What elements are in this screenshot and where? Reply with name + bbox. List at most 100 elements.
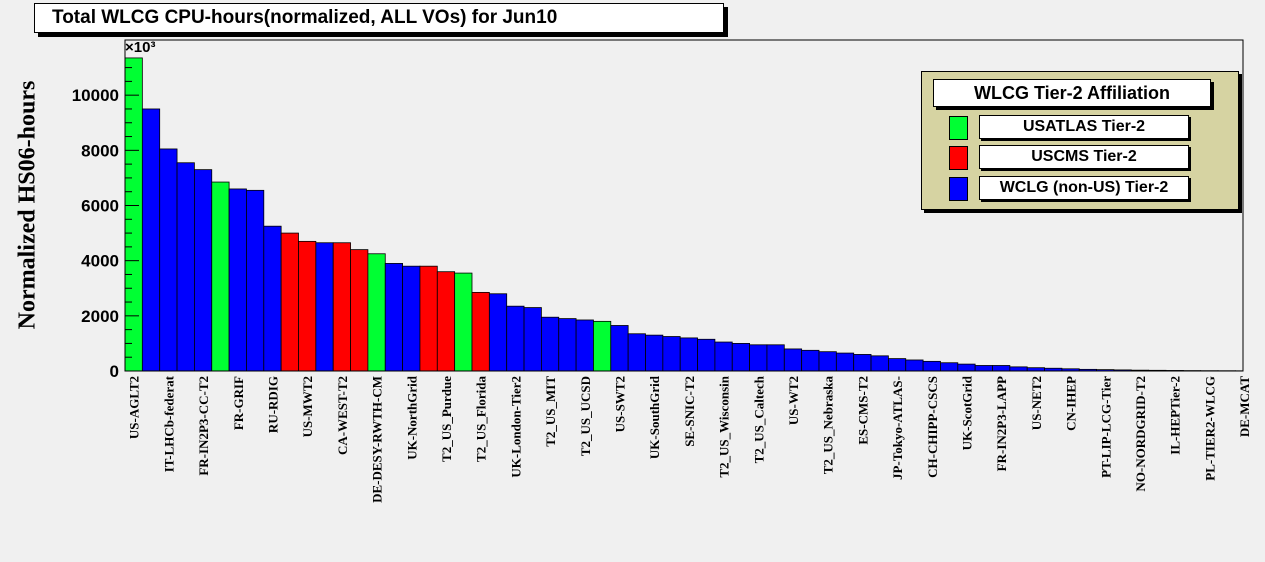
legend-title: WLCG Tier-2 Affiliation: [933, 79, 1211, 107]
bar: [124, 57, 143, 372]
y-tick-label: 8000: [81, 141, 119, 160]
bar: [315, 242, 334, 372]
legend-swatch-wlcg-non-us: [949, 177, 968, 201]
legend-label-uscms: USCMS Tier-2: [979, 145, 1189, 169]
x-tick-label: US-AGLT2: [127, 376, 142, 439]
x-tick-label: SE-SNIC-T2: [682, 376, 697, 447]
bar: [801, 349, 820, 372]
x-tick-label: CA-WEST-T2: [335, 376, 350, 455]
bar: [454, 272, 473, 372]
bar: [298, 240, 317, 372]
bar: [506, 305, 525, 372]
bar: [332, 242, 351, 372]
x-tick-labels: US-AGLT2 IT-LHCb-federat FR-IN2P3-CC-T2 FR-…: [127, 375, 1252, 503]
y-tick-label: 10000: [72, 86, 119, 105]
x-tick-label: CH-CHIPP-CSCS: [925, 376, 940, 478]
x-tick-label: T2_US_UCSD: [578, 376, 593, 456]
bar: [922, 360, 941, 372]
bar: [471, 291, 490, 372]
bar: [193, 169, 213, 372]
bar: [662, 336, 681, 372]
x-tick-label: T2_US_Purdue: [439, 376, 454, 462]
chart-title: Total WLCG CPU-hours(normalized, ALL VOs…: [34, 3, 724, 33]
bar: [176, 162, 195, 372]
bar: [228, 188, 247, 372]
legend-swatch-uscms: [949, 146, 968, 170]
y-tick-label: 2000: [81, 307, 119, 326]
x-tick-label: T2_US_Nebraska: [821, 376, 836, 475]
bar: [627, 333, 646, 372]
bar: [697, 338, 716, 372]
y-axis-label: Normalized HS06-hours: [14, 80, 41, 330]
bar: [141, 108, 161, 372]
x-tick-label: T2_US_Florida: [474, 376, 489, 462]
bar: [992, 365, 1011, 372]
bar: [419, 265, 438, 372]
x-tick-label: US-SWT2: [613, 376, 628, 432]
bar: [593, 320, 612, 372]
bar: [766, 344, 785, 372]
bar: [610, 325, 629, 372]
x-tick-label: US-NET2: [1029, 376, 1044, 430]
x-tick-label: UK-London-Tier2: [508, 376, 523, 478]
bar: [679, 337, 698, 372]
x-tick-label: FR-IN2P3-CC-T2: [196, 376, 211, 476]
bar: [541, 316, 560, 372]
bar: [159, 148, 178, 372]
bar: [558, 318, 577, 372]
y-tick-label: 6000: [81, 197, 119, 216]
bar: [888, 358, 907, 372]
bar: [367, 253, 386, 372]
legend-item-wlcg-non-us: WCLG (non-US) Tier-2: [949, 176, 1189, 201]
legend-item-usatlas: USATLAS Tier-2: [949, 115, 1189, 140]
bar: [246, 189, 265, 372]
x-tick-label: FR-GRIF: [231, 376, 246, 430]
bar: [523, 307, 542, 372]
y-axis-multiplier: ×10³: [125, 39, 155, 56]
x-tick-label: CN-IHEP: [1064, 376, 1079, 431]
legend: WLCG Tier-2 Affiliation USATLAS Tier-2 U…: [921, 71, 1239, 210]
x-tick-label: PL-TIER2-WLCG: [1202, 376, 1217, 481]
x-tick-label: IL-HEPTier-2: [1168, 376, 1183, 455]
bar: [488, 293, 508, 372]
bar: [402, 265, 421, 372]
bar: [263, 225, 282, 372]
y-tick-label: 4000: [81, 252, 119, 271]
bar: [575, 319, 594, 372]
legend-label-wlcg-non-us: WCLG (non-US) Tier-2: [979, 176, 1189, 200]
x-tick-label: UK-ScotGrid: [960, 375, 975, 450]
bar: [731, 343, 751, 372]
bar: [974, 365, 993, 372]
x-tick-label: RU-RDIG: [266, 376, 281, 433]
bar: [645, 334, 664, 372]
bar: [1009, 366, 1028, 372]
bar: [905, 359, 924, 372]
bar: [783, 348, 803, 372]
x-tick-label: T2_US_Caltech: [751, 375, 766, 463]
x-tick-label: UK-NorthGrid: [404, 375, 419, 460]
bar: [957, 363, 976, 372]
bar: [436, 271, 456, 372]
axis-layer: 0 2000 4000 6000 8000 10000 ×10³: [72, 39, 156, 381]
bar: [714, 341, 733, 372]
bar: [384, 263, 404, 372]
legend-item-uscms: USCMS Tier-2: [949, 145, 1189, 170]
x-tick-label: US-MWT2: [300, 376, 315, 437]
x-tick-label: ES-CMS-T2: [855, 376, 870, 445]
x-tick-label: DE-MCAT: [1237, 376, 1252, 437]
x-tick-label: DE-DESY-RWTH-CM: [370, 376, 385, 503]
bar: [280, 232, 299, 372]
x-tick-label: T2_US_Wisconsin: [717, 375, 732, 477]
x-tick-label: IT-LHCb-federat: [161, 375, 176, 472]
bar: [853, 354, 872, 372]
x-tick-label: JP-Tokyo-ATLAS-: [890, 376, 905, 480]
bar: [211, 181, 230, 372]
x-tick-label: FR-IN2P3-LAPP: [994, 376, 1009, 471]
bar: [818, 351, 837, 372]
legend-label-usatlas: USATLAS Tier-2: [979, 115, 1189, 139]
y-tick-label: 0: [110, 362, 119, 381]
x-tick-label: US-WT2: [786, 376, 801, 425]
bar: [350, 249, 369, 372]
bar: [835, 352, 855, 372]
